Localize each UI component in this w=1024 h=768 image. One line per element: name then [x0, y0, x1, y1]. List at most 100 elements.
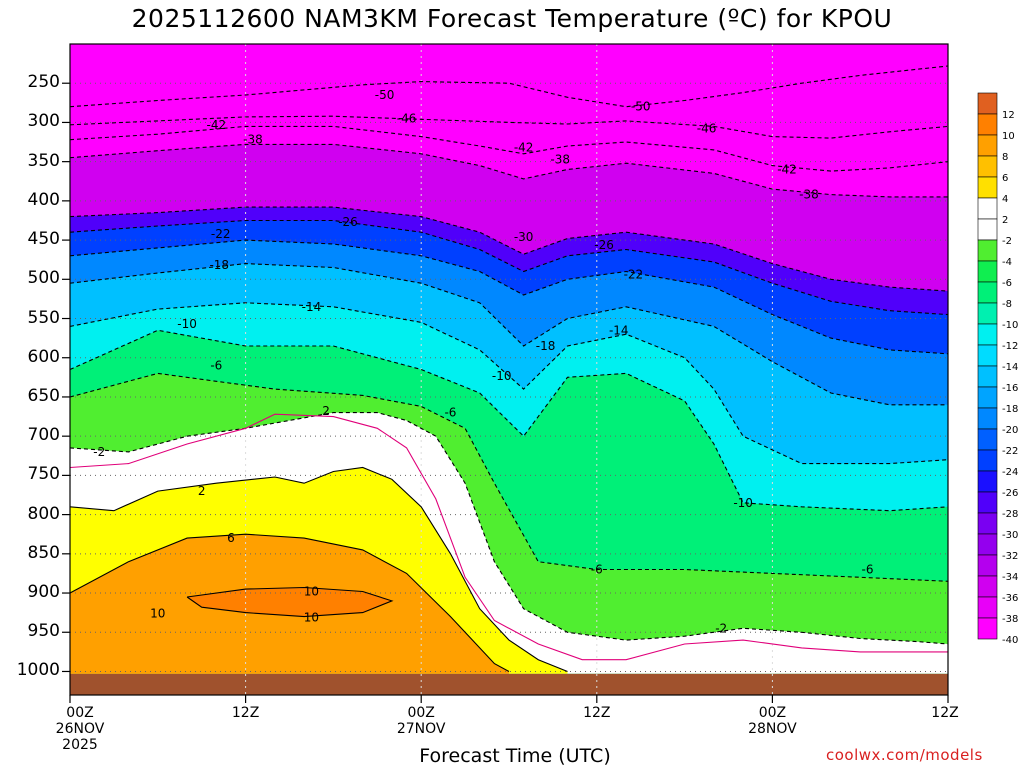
y-tick-label: 1000 [16, 660, 60, 681]
colorbar-swatch [977, 554, 998, 577]
colorbar-label: -38 [1002, 614, 1019, 625]
colorbar-label: -40 [1002, 635, 1019, 646]
contour-label: 6 [227, 531, 235, 545]
colorbar-swatch [977, 218, 998, 241]
contour-line--14 [69, 302, 949, 465]
colorbar-label: -36 [1002, 593, 1019, 604]
contour-label: -2 [715, 621, 727, 635]
contour-line--42 [69, 125, 949, 172]
watermark[interactable]: coolwx.com/models [826, 746, 983, 764]
contour-label: -6 [210, 359, 222, 373]
contour-label: -10 [177, 317, 197, 331]
contour-line--6 [69, 372, 949, 582]
y-tick-label: 750 [27, 464, 60, 485]
contour-label: -38 [243, 133, 263, 147]
x-tick-label: 00Z 27NOV [396, 705, 446, 737]
colorbar-swatch [977, 386, 998, 409]
y-tick-label: 500 [27, 268, 60, 289]
y-tick-label: 900 [27, 582, 60, 603]
contour-label: -42 [777, 162, 797, 176]
colorbar-label: -20 [1002, 425, 1019, 436]
x-tick-label: 12Z [583, 705, 611, 721]
colorbar-swatch [977, 617, 998, 640]
contour-label: -38 [799, 188, 819, 202]
colorbar-label: -34 [1002, 572, 1019, 583]
colorbar-swatch [977, 302, 998, 325]
contour-label: -46 [397, 112, 417, 126]
contour-label: -42 [514, 141, 534, 155]
colorbar-swatch [977, 344, 998, 367]
colorbar-label: 4 [1002, 194, 1009, 205]
contour-label: -2 [93, 445, 105, 459]
contour-label: -6 [862, 563, 874, 577]
contour-label: -10 [733, 496, 753, 510]
x-tick-label: 12Z [231, 705, 260, 721]
colorbar-label: -24 [1002, 467, 1019, 478]
contour-line--46 [69, 115, 949, 139]
contour-label: -42 [207, 118, 227, 132]
colorbar-swatch [977, 575, 998, 598]
x-tick-label: 00Z 28NOV [748, 705, 797, 737]
colorbar-label: -8 [1002, 299, 1012, 310]
colorbar-swatch [977, 155, 998, 178]
colorbar-label: -10 [1002, 320, 1019, 331]
contour-line--26 [69, 219, 949, 316]
y-tick-label: 350 [27, 150, 60, 171]
colorbar-swatch [977, 92, 998, 115]
contour-label: -18 [209, 258, 229, 272]
contour-label: -50 [375, 88, 395, 102]
colorbar-label: -22 [1002, 446, 1019, 457]
colorbar-label: 10 [1002, 131, 1015, 142]
colorbar-swatch [977, 533, 998, 556]
colorbar-label: -16 [1002, 383, 1019, 394]
ground-surface [70, 673, 948, 695]
contour-line-0 [69, 413, 948, 661]
colorbar-swatch [977, 176, 998, 199]
y-tick-label: 800 [27, 503, 60, 524]
plot-frame [69, 43, 949, 696]
contour-label: 10 [304, 584, 319, 598]
contour-label: -26 [594, 238, 614, 252]
x-tick-label: 00Z 26NOV 2025 [55, 705, 105, 753]
colorbar-swatch [977, 407, 998, 430]
contour-label: 2 [198, 484, 206, 498]
contour-line--30 [69, 206, 949, 292]
contour-line-2 [69, 466, 568, 673]
colorbar-swatch [977, 239, 998, 262]
colorbar-label: -14 [1002, 362, 1019, 373]
colorbar-label: -4 [1002, 257, 1012, 268]
colorbar-label: -6 [1002, 278, 1012, 289]
colorbar-swatch [977, 470, 998, 493]
contour-label: -22 [211, 227, 231, 241]
contour-label: 10 [304, 610, 319, 624]
contour-label: -30 [514, 230, 534, 244]
contour-label: 2 [322, 404, 330, 418]
contour-label: -6 [444, 406, 456, 420]
colorbar-label: -26 [1002, 488, 1019, 499]
y-tick-label: 400 [27, 189, 60, 210]
colorbar-label: -30 [1002, 530, 1019, 541]
colorbar-swatch [977, 365, 998, 388]
colorbar-label: -18 [1002, 404, 1019, 415]
contour-label: -18 [536, 339, 556, 353]
colorbar-swatch [977, 134, 998, 157]
colorbar-swatch [977, 449, 998, 472]
colorbar-swatch [977, 113, 998, 136]
colorbar-label: 8 [1002, 152, 1009, 163]
x-tick-label: 12Z [931, 705, 959, 721]
contour-line--38 [69, 143, 948, 198]
y-tick-label: 550 [27, 307, 60, 328]
y-tick-label: 700 [27, 425, 60, 446]
colorbar-swatch [977, 512, 998, 535]
contour-label: -14 [609, 323, 629, 337]
contour-label: -26 [338, 215, 358, 229]
chart-title: 2025112600 NAM3KM Forecast Temperature (… [131, 4, 893, 33]
contour-label: 10 [150, 606, 165, 620]
y-tick-label: 850 [27, 542, 60, 563]
colorbar-label: -28 [1002, 509, 1019, 520]
colorbar-swatch [977, 281, 998, 304]
contour-label: -22 [624, 268, 644, 282]
temperature-band-10 [187, 587, 392, 617]
colorbar-swatch [977, 428, 998, 451]
